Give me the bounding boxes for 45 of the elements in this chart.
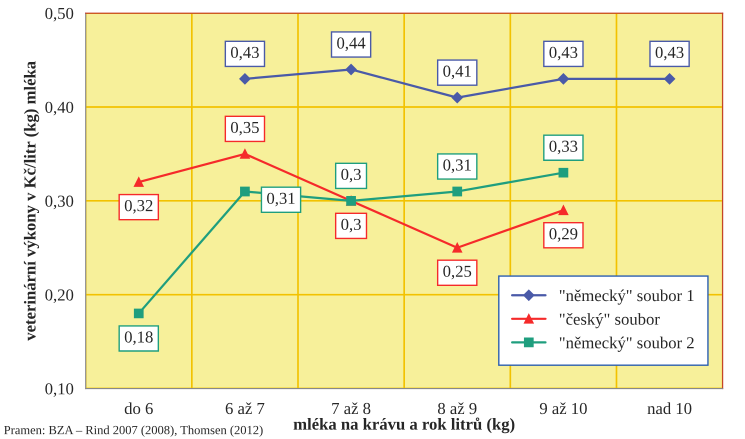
point xyxy=(452,92,463,104)
point xyxy=(452,186,462,196)
legend-label: "český" soubor xyxy=(560,313,660,328)
x-axis-title: mléka na krávu a rok litrů (kg) xyxy=(294,418,514,434)
point xyxy=(345,64,357,76)
y-tick-label: 0,30 xyxy=(45,196,74,210)
data-label: 0,18 xyxy=(124,331,153,346)
x-tick-label: 9 až 10 xyxy=(540,402,587,414)
data-label: 0,33 xyxy=(549,140,578,154)
data-label: 0,25 xyxy=(443,266,472,280)
data-label: 0,44 xyxy=(337,37,366,52)
x-tick-label: 8 až 9 xyxy=(438,402,476,414)
y-tick-label: 0,20 xyxy=(45,289,74,304)
data-label: 0,41 xyxy=(443,66,471,80)
point xyxy=(558,205,568,216)
data-label: 0,35 xyxy=(230,122,259,136)
data-label: 0,31 xyxy=(267,192,295,206)
y-tick-label: 0,50 xyxy=(45,8,74,22)
point xyxy=(558,73,570,84)
legend-label: "německý" soubor 2 xyxy=(560,336,694,352)
point xyxy=(240,186,250,196)
point xyxy=(134,177,144,187)
data-label: 0,32 xyxy=(124,200,152,214)
x-tick-label: 6 až 7 xyxy=(226,402,264,414)
point xyxy=(664,73,676,84)
data-label: 0,3 xyxy=(341,218,361,232)
y-axis-title: veterinární výkony v Kč/litr (kg) mléka xyxy=(24,61,40,341)
point xyxy=(558,168,568,178)
data-label: 0,43 xyxy=(230,46,259,60)
point xyxy=(134,308,144,318)
point xyxy=(239,73,251,84)
legend-label: "německý" soubor 1 xyxy=(560,289,694,305)
data-label: 0,29 xyxy=(549,228,578,242)
x-tick-label: 7 až 8 xyxy=(332,402,370,414)
x-tick-label: nad 10 xyxy=(648,402,692,414)
data-label: 0,43 xyxy=(549,46,578,60)
point xyxy=(240,149,250,159)
text: Pramen: BZA – Rind 2007 (2008), Thomsen (2012) xyxy=(4,425,263,437)
point xyxy=(452,242,462,253)
y-tick-label: 0,40 xyxy=(45,102,74,116)
data-label: 0,3 xyxy=(341,168,361,182)
data-label: 0,31 xyxy=(443,159,471,174)
data-label: 0,43 xyxy=(656,46,684,60)
y-tick-label: 0,10 xyxy=(45,383,74,397)
x-tick-label: do 6 xyxy=(124,402,153,414)
